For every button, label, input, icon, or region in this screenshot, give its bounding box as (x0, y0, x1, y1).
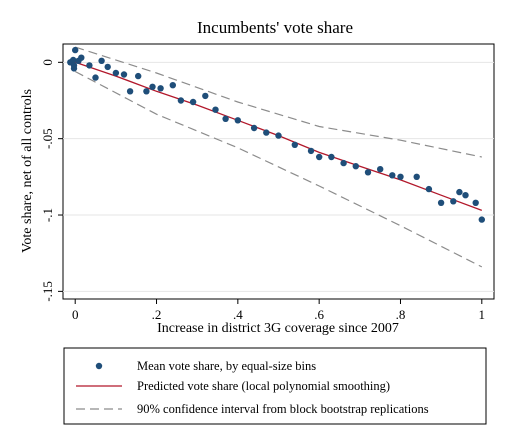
data-point (212, 106, 219, 113)
data-point (450, 198, 457, 205)
data-point (157, 85, 164, 92)
y-tick-label: -.15 (40, 281, 55, 302)
data-point (189, 98, 197, 106)
data-point (177, 97, 185, 104)
data-point (104, 63, 111, 71)
data-point (437, 199, 445, 206)
plot-frame (62, 43, 495, 300)
x-tick-label: .8 (396, 307, 406, 322)
data-point (425, 185, 433, 193)
data-point (86, 62, 93, 69)
data-point (135, 72, 142, 80)
data-point (328, 153, 335, 161)
ci-lower-line (74, 70, 483, 268)
data-point (169, 82, 176, 89)
chart-title: Incumbents' vote share (197, 18, 353, 37)
data-point (92, 74, 99, 81)
data-point (234, 117, 241, 124)
data-point (263, 129, 270, 136)
x-axis-ticks: 0 .2 .4 .6 .8 1 (72, 299, 485, 322)
x-tick-label: 0 (72, 307, 79, 322)
data-point (70, 56, 77, 64)
data-point (126, 88, 134, 95)
data-point (413, 173, 420, 180)
data-point (222, 115, 229, 123)
y-tick-label: -.05 (40, 128, 55, 149)
legend: Mean vote share, by equal-size bins Pred… (63, 347, 487, 425)
data-point (352, 163, 359, 170)
x-tick-label: 1 (479, 307, 486, 322)
grid-lines (63, 61, 494, 292)
data-point (250, 124, 258, 132)
data-point (112, 69, 120, 77)
data-point (143, 88, 150, 95)
y-tick-label: -.1 (40, 208, 55, 222)
y-axis-ticks: 0 -.05 -.1 -.15 (40, 59, 63, 302)
data-point (275, 132, 282, 139)
data-point (462, 192, 469, 199)
data-point (377, 166, 384, 173)
x-tick-label: .4 (233, 307, 243, 322)
data-point (72, 46, 79, 54)
legend-label-band: 90% confidence interval from block boots… (137, 402, 429, 416)
data-point (291, 141, 298, 148)
data-point (389, 172, 396, 179)
data-point (120, 71, 128, 78)
x-tick-label: .6 (314, 307, 324, 322)
data-point (340, 159, 347, 167)
data-point (307, 147, 315, 155)
legend-label-points: Mean vote share, by equal-size bins (137, 359, 316, 373)
x-tick-label: .2 (152, 307, 162, 322)
y-axis-label: Vote share, net of all controls (20, 89, 35, 253)
data-point (316, 153, 323, 161)
data-point (478, 216, 485, 223)
legend-marker-points (95, 362, 103, 370)
confidence-interval-lines (74, 46, 483, 268)
data-point (98, 57, 105, 64)
legend-label-line: Predicted vote share (local polynomial s… (137, 379, 390, 393)
legend-box (63, 347, 487, 425)
data-point (472, 199, 479, 206)
data-points (67, 46, 485, 223)
data-point (78, 54, 85, 61)
y-tick-label: 0 (40, 59, 55, 65)
data-point (149, 83, 156, 91)
data-point (202, 92, 209, 100)
data-point (397, 173, 404, 180)
x-axis-label: Increase in district 3G coverage since 2… (157, 321, 399, 336)
data-point (70, 65, 78, 72)
data-point (456, 188, 463, 196)
ci-upper-line (75, 46, 482, 158)
data-point (364, 169, 372, 176)
